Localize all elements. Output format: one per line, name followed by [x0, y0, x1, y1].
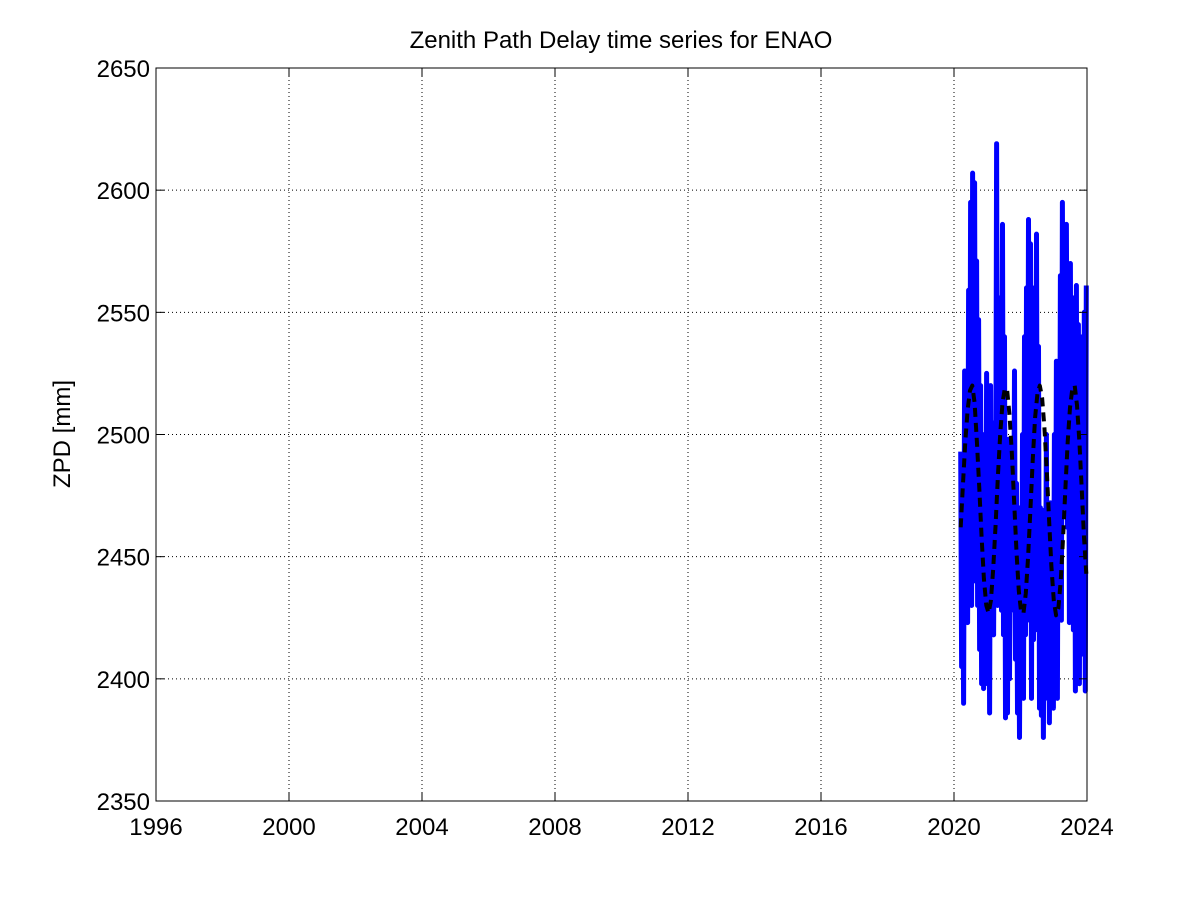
y-tick-label: 2400	[97, 667, 150, 694]
x-tick-label: 2008	[528, 814, 581, 841]
x-tick-label: 2012	[661, 814, 714, 841]
model-fit-dashed-line	[958, 383, 1089, 618]
y-tick-label: 2550	[97, 300, 150, 327]
x-tick-label: 2020	[927, 814, 980, 841]
x-tick-label: 2004	[395, 814, 448, 841]
y-tick-label: 2350	[97, 789, 150, 816]
axis-ticks: 1996 2000 2004 2008 2012 2016 2020 2024 2350 2400…	[97, 56, 1114, 841]
y-tick-label: 2500	[97, 423, 150, 450]
x-tick-label: 2016	[794, 814, 847, 841]
x-tick-label: 2000	[262, 814, 315, 841]
y-tick-label: 2650	[97, 56, 150, 83]
x-tick-label: 1996	[129, 814, 182, 841]
y-axis-label: ZPD [mm]	[49, 380, 76, 488]
y-tick-label: 2450	[97, 545, 150, 572]
chart-title: Zenith Path Delay time series for ENAO	[410, 27, 833, 54]
plot-series	[958, 141, 1089, 740]
x-tick-label: 2024	[1060, 814, 1113, 841]
y-tick-label: 2600	[97, 178, 150, 205]
